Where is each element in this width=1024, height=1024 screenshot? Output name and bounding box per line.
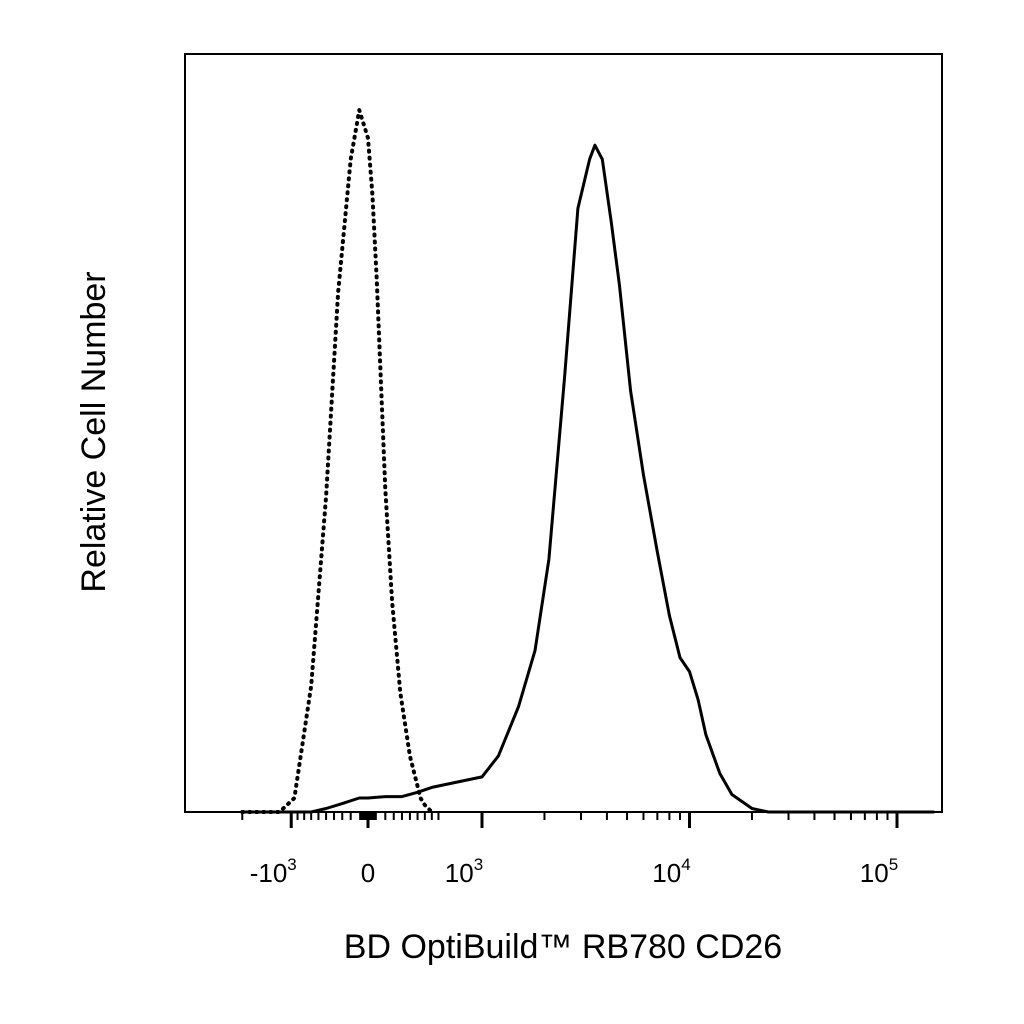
x-axis-title: BD OptiBuild™ RB780 CD26 (344, 928, 782, 966)
plot-frame (184, 53, 943, 813)
x-tick-label: -103 (250, 855, 297, 888)
x-tick-label: 105 (860, 855, 898, 888)
solid-histogram-line (240, 143, 935, 814)
x-tick-label: 103 (445, 855, 483, 888)
x-tick-label: 0 (361, 858, 375, 888)
x-tick-label: 104 (652, 855, 690, 888)
y-axis-title: Relative Cell Number (75, 271, 113, 592)
x-axis-tick-labels: -103 0 103 104 105 (250, 855, 898, 888)
x-axis-ticks (241, 812, 899, 828)
histogram-series (240, 108, 935, 814)
dotted-histogram-line (240, 108, 434, 814)
